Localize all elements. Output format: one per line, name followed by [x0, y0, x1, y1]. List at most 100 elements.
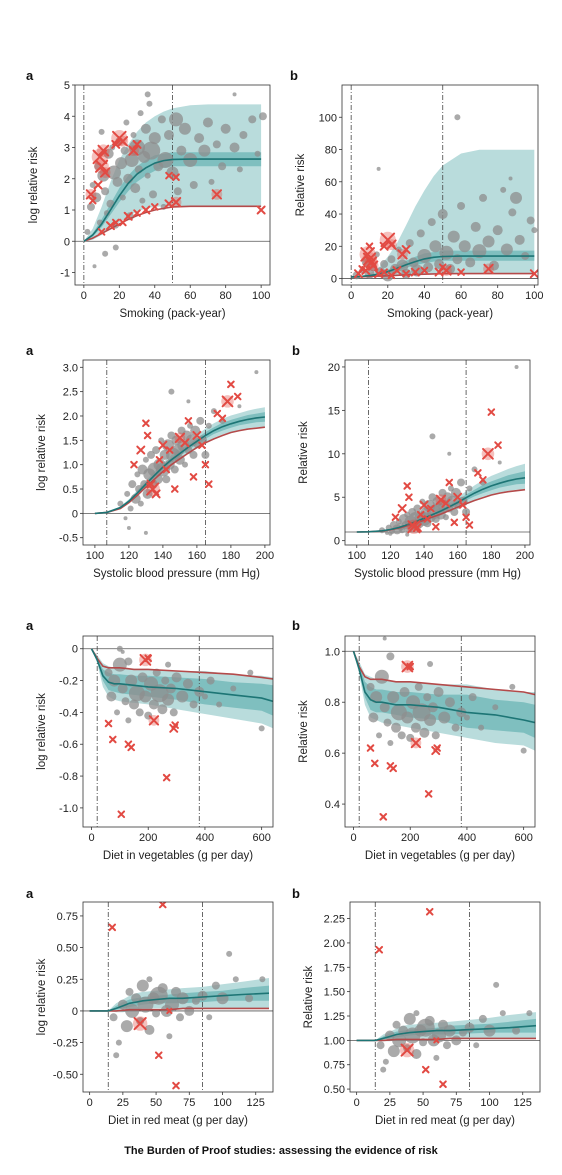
outlier-marker: [150, 203, 159, 211]
mean-risk-curve: [83, 158, 262, 242]
y-tick-label: 5: [334, 492, 340, 504]
study-point: [380, 1066, 387, 1073]
x-tick-label: 600: [252, 832, 270, 844]
study-point: [508, 176, 513, 181]
study-point: [139, 690, 152, 703]
study-point: [500, 243, 513, 256]
y-tick-label: -0.4: [59, 707, 78, 719]
outlier-marker: [133, 209, 141, 217]
study-point: [368, 712, 379, 723]
figure-caption: The Burden of Proof studies: assessing t…: [124, 1145, 438, 1157]
x-tick-label: 0: [88, 832, 94, 844]
mean-risk-curve: [89, 992, 270, 1012]
plot-area: [83, 636, 273, 827]
y-tick-label: 10: [328, 449, 340, 461]
study-point: [191, 996, 200, 1005]
study-point: [385, 530, 390, 535]
study-point: [124, 657, 133, 666]
outlier-marker: [481, 447, 495, 461]
y-axis-label: Relative risk: [298, 421, 310, 484]
x-tick-label: 0: [354, 1097, 360, 1109]
outlier-marker: [366, 744, 375, 752]
study-point: [175, 1013, 184, 1022]
conservative-risk-curve: [352, 651, 535, 696]
outlier-marker: [144, 654, 153, 663]
study-point: [142, 141, 161, 160]
study-point: [383, 718, 392, 727]
chart-panel-5: 0 200 400 600 -1.0 -0.8 -0.6 -0.4 -0.2 0 Diet in v…: [26, 618, 274, 862]
study-point: [183, 153, 198, 167]
study-point: [379, 702, 390, 713]
study-point: [137, 672, 148, 683]
study-point: [447, 230, 460, 243]
study-point: [239, 131, 248, 139]
mean-risk-curve: [94, 416, 265, 515]
study-point: [451, 723, 460, 732]
study-point: [437, 209, 448, 220]
study-point: [157, 115, 166, 124]
study-point: [120, 649, 125, 654]
study-point: [127, 505, 134, 512]
study-point: [135, 708, 144, 717]
outlier-marker: [389, 764, 398, 773]
study-point: [202, 117, 213, 128]
outlier-marker: [426, 504, 435, 513]
outlier-marker: [439, 1080, 447, 1089]
study-point: [182, 678, 193, 689]
y-tick-label: 1: [64, 205, 70, 217]
study-point: [218, 162, 227, 171]
study-point: [196, 416, 205, 425]
study-point: [382, 1058, 389, 1065]
x-tick-label: 200: [139, 832, 157, 844]
outlier-marker: [218, 414, 227, 423]
study-point: [162, 693, 175, 706]
outlier-marker: [405, 493, 413, 502]
study-point: [388, 531, 393, 536]
study-point: [119, 194, 126, 201]
x-tick-label: 120: [381, 550, 399, 562]
outlier-marker: [162, 773, 171, 782]
study-point: [102, 250, 109, 257]
study-point: [236, 166, 243, 173]
x-tick-label: 180: [222, 550, 240, 562]
study-point: [206, 676, 215, 685]
study-point: [514, 364, 519, 369]
y-tick-label: 80: [325, 145, 337, 157]
study-point: [510, 191, 523, 204]
study-point: [232, 976, 239, 983]
x-tick-label: 180: [482, 550, 500, 562]
outlier-marker: [211, 188, 223, 200]
outlier-marker: [425, 907, 434, 916]
outlier-marker: [359, 246, 376, 263]
study-point: [216, 992, 229, 1005]
y-tick-label: 0: [72, 1006, 78, 1018]
outlier-marker: [99, 167, 111, 178]
outlier-marker: [406, 519, 422, 534]
x-tick-label: 20: [113, 290, 125, 302]
study-point: [386, 652, 395, 661]
study-point: [121, 697, 130, 706]
outlier-marker: [420, 266, 429, 275]
study-point: [419, 1038, 428, 1047]
study-point: [113, 1052, 120, 1059]
study-point: [463, 714, 470, 721]
study-point: [165, 661, 172, 668]
x-tick-label: 100: [252, 290, 270, 302]
study-point: [403, 1012, 416, 1025]
outlier-marker: [421, 1065, 430, 1074]
outlier-marker: [401, 245, 411, 255]
study-point: [423, 693, 432, 702]
outlier-marker: [151, 489, 161, 499]
study-point: [438, 711, 451, 724]
study-point: [458, 240, 471, 253]
outlier-marker: [361, 265, 371, 275]
uncertainty-band-inner: [353, 651, 535, 738]
mean-risk-curve: [90, 648, 273, 703]
study-point: [427, 218, 436, 227]
x-tick-label: 100: [348, 550, 366, 562]
conservative-risk-curve: [90, 648, 273, 680]
study-point: [483, 1024, 496, 1037]
outlier-marker: [171, 721, 179, 729]
x-tick-label: 0: [87, 1097, 93, 1109]
x-tick-label: 60: [184, 290, 196, 302]
